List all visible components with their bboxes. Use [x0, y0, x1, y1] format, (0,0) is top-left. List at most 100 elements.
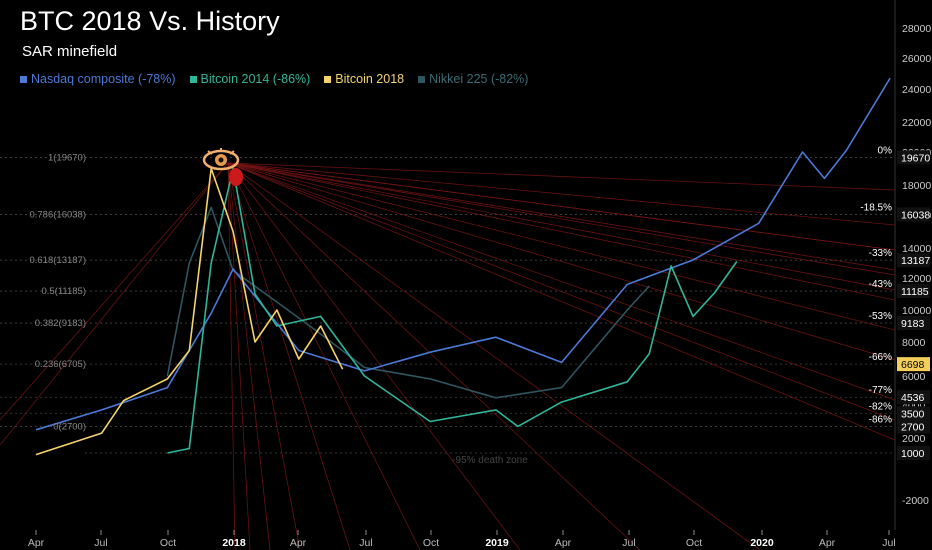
- fan-line: [227, 162, 421, 550]
- legend-label: Bitcoin 2014 (-86%): [200, 72, 311, 86]
- legend-item: Nasdaq composite (-78%): [20, 72, 176, 86]
- legend-item: Nikkei 225 (-82%): [418, 72, 528, 86]
- legend-label: Bitcoin 2018: [335, 72, 405, 86]
- fan-line: [227, 162, 896, 301]
- death-zone-label: -95% death zone: [452, 455, 528, 466]
- legend-swatch: [418, 75, 426, 83]
- x-tick-label: Apr: [28, 537, 45, 549]
- level-value-label: 9183: [901, 318, 925, 330]
- chart-title: BTC 2018 Vs. History: [20, 6, 280, 36]
- fib-label: 0.382(9183): [35, 318, 86, 329]
- fan-line: [227, 162, 896, 421]
- eye-icon: [202, 148, 240, 171]
- series-line: [35, 77, 891, 431]
- level-badge: [897, 357, 930, 372]
- y-tick-label: 18000: [902, 180, 931, 192]
- fan-line: [227, 162, 301, 550]
- fan-line: [227, 162, 896, 191]
- level-pct-label: -77%: [869, 385, 892, 396]
- y-tick-label: 8000: [902, 337, 926, 349]
- x-tick-label: 2019: [485, 537, 509, 549]
- level-value-label: 4536: [901, 392, 925, 404]
- legend-swatch: [20, 75, 27, 83]
- level-badge: [897, 390, 930, 405]
- x-tick-label: Oct: [160, 537, 176, 549]
- fan-line: [227, 162, 896, 361]
- x-tick-label: Jul: [882, 537, 895, 549]
- y-tick-label: 2000: [902, 433, 926, 445]
- y-tick-label: 6000: [902, 371, 926, 383]
- level-pct-label: -43%: [869, 279, 892, 290]
- x-tick-label: Jul: [359, 537, 372, 549]
- fib-label: 0.236(6705): [35, 359, 86, 370]
- fan-line: [227, 162, 896, 226]
- level-badge: [897, 406, 930, 421]
- x-tick-label: Jul: [622, 537, 635, 549]
- fan-line: [227, 162, 896, 291]
- level-value-label: 19670: [901, 152, 930, 164]
- fan-line: [227, 162, 521, 550]
- level-value-label: 2700: [901, 421, 925, 433]
- x-tick-label: Apr: [819, 537, 836, 549]
- legend-label: Nikkei 225 (-82%): [429, 72, 529, 86]
- y-tick-label: 14000: [902, 243, 931, 255]
- fan-line: [227, 162, 236, 550]
- level-pct-label: -18.5%: [860, 202, 892, 213]
- legend-swatch: [324, 75, 332, 83]
- fan-line: [227, 162, 896, 441]
- fan-line: [227, 162, 271, 550]
- chart-subtitle: SAR minefield: [22, 43, 118, 60]
- x-tick-label: 2020: [750, 537, 774, 549]
- level-pct-label: -86%: [869, 414, 892, 425]
- fib-level-labels: 1(19670) 0.786(16038) 0.618(13187) 0.5(1118…: [29, 152, 86, 432]
- fan-line: [227, 162, 896, 401]
- x-tick-label: Oct: [423, 537, 439, 549]
- x-tick-label: 2018: [222, 537, 246, 549]
- y-tick-label: 22000: [902, 117, 931, 129]
- y-tick-label: 24000: [902, 84, 931, 96]
- level-badge: [897, 150, 930, 165]
- fan-line: [227, 162, 896, 331]
- legend-item: Bitcoin 2018: [324, 72, 404, 86]
- y-tick-label: 10000: [902, 305, 931, 317]
- level-badge: [897, 446, 930, 460]
- x-tick-label: Apr: [555, 537, 572, 549]
- fib-label: 0.618(13187): [29, 255, 86, 266]
- series-line: [35, 167, 344, 456]
- level-pct-label: -33%: [869, 248, 892, 259]
- level-value-label: 1000: [901, 448, 925, 460]
- level-badge: [897, 207, 930, 222]
- fan-line: [0, 162, 229, 446]
- x-axis: Apr Jul Oct 2018 Apr Jul Oct 2019 Apr Jul Oct 2020 A…: [28, 530, 896, 549]
- fan-line: [227, 162, 896, 251]
- level-value-label: 13187: [901, 255, 930, 267]
- series-line: [166, 206, 650, 399]
- series-lines: [35, 77, 891, 456]
- level-pct-label: 0%: [878, 145, 893, 156]
- fan-line: [227, 162, 896, 276]
- level-badge: [897, 253, 930, 268]
- fib-label: 0.786(16038): [29, 209, 86, 220]
- fan-lines: [0, 162, 896, 550]
- fan-line: [227, 162, 351, 550]
- red-drop-icon: [229, 168, 243, 186]
- fib-label: 0(2700): [53, 421, 86, 432]
- level-badge: [897, 284, 930, 299]
- y-tick-label: 28000: [902, 23, 931, 35]
- level-pct-label: -53%: [869, 311, 892, 322]
- legend-swatch: [189, 75, 197, 83]
- x-tick-label: Oct: [686, 537, 702, 549]
- fan-line: [227, 162, 641, 550]
- fan-line: [0, 162, 229, 421]
- level-value-label: 11185: [901, 286, 929, 298]
- y-tick-label: 26000: [902, 53, 931, 65]
- series-line: [167, 167, 738, 454]
- fan-line: [227, 162, 761, 550]
- fib-label: 0.5(11185): [41, 286, 86, 297]
- level-pct-label: -66%: [869, 352, 892, 363]
- level-pct-label: -82%: [869, 401, 892, 412]
- x-tick-label: Jul: [94, 537, 107, 549]
- level-badge: [897, 419, 930, 434]
- fib-label: 1(19670): [48, 152, 86, 163]
- y-tick-label: 12000: [902, 273, 931, 285]
